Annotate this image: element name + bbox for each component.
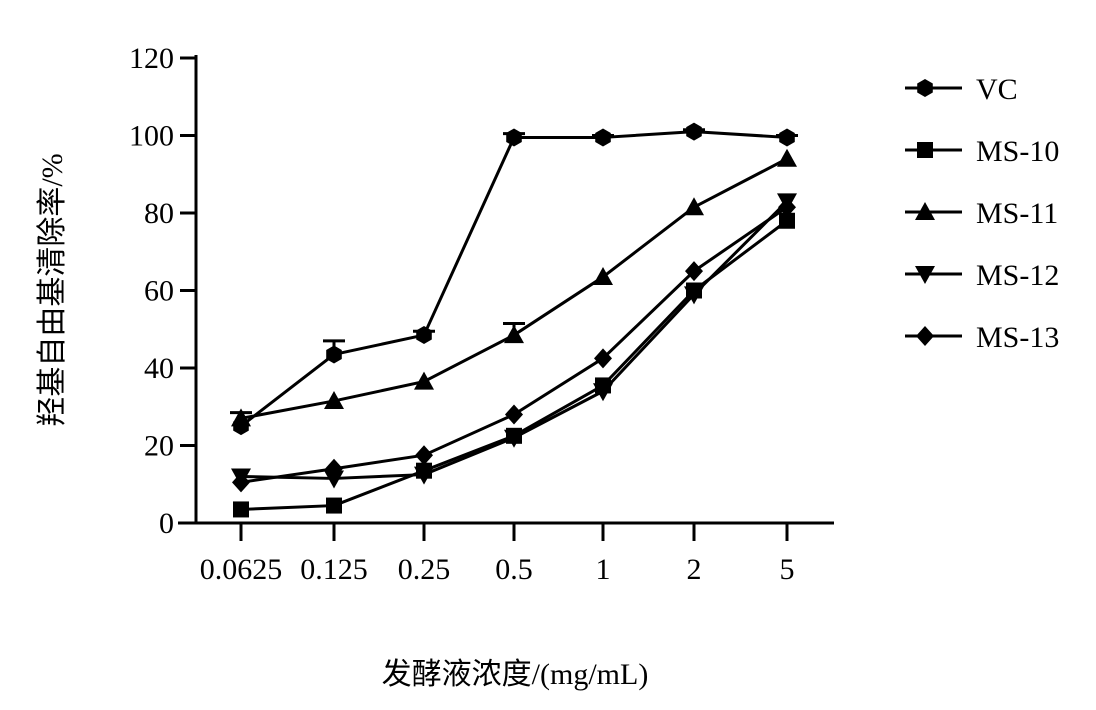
data-point <box>324 390 344 409</box>
legend-label: VC <box>976 73 1018 106</box>
legend-item: MS-10 <box>905 135 1059 168</box>
data-point <box>416 326 432 345</box>
data-point <box>324 470 344 489</box>
legend-marker <box>915 266 935 284</box>
data-point <box>326 497 342 514</box>
data-point <box>593 383 613 402</box>
data-point <box>414 466 434 485</box>
data-point <box>779 212 795 229</box>
series-ms-11 <box>231 148 797 427</box>
legend-item: VC <box>905 73 1018 106</box>
x-tick-label: 0.25 <box>398 553 451 586</box>
legend-label: MS-10 <box>976 135 1059 168</box>
y-tick-label: 100 <box>129 120 174 153</box>
y-ticks: 0 20 40 60 80 100 120 <box>129 42 196 540</box>
data-point <box>595 128 611 147</box>
x-ticks: 0.0625 0.125 0.25 0.5 1 2 5 <box>200 523 795 586</box>
data-point <box>504 429 524 448</box>
series-line <box>240 157 788 420</box>
data-point <box>504 325 524 344</box>
series-layer <box>230 122 798 518</box>
legend-item: MS-13 <box>905 321 1059 354</box>
x-tick-label: 0.5 <box>495 553 533 586</box>
y-tick-label: 20 <box>144 430 174 463</box>
x-tick-label: 0.125 <box>300 553 368 586</box>
y-tick-label: 80 <box>144 197 174 230</box>
data-point <box>233 501 249 518</box>
legend-marker <box>915 202 935 220</box>
x-tick-label: 2 <box>687 553 702 586</box>
data-point <box>415 445 433 466</box>
data-point <box>778 197 796 218</box>
y-tick-label: 60 <box>144 275 174 308</box>
legend-label: MS-11 <box>976 197 1058 230</box>
data-point <box>685 261 703 282</box>
legend-marker <box>916 326 934 346</box>
legend-item: MS-11 <box>905 197 1058 230</box>
series-ms-13 <box>232 197 796 493</box>
data-point <box>684 197 704 216</box>
y-tick-label: 0 <box>159 507 174 540</box>
legend-label: MS-12 <box>976 259 1059 292</box>
data-point <box>326 345 342 364</box>
data-point <box>593 266 613 285</box>
legend-marker <box>917 142 933 158</box>
x-tick-label: 5 <box>780 553 795 586</box>
x-tick-label: 0.0625 <box>200 553 283 586</box>
data-point <box>779 128 795 147</box>
axes <box>178 55 834 525</box>
data-point <box>684 286 704 305</box>
y-tick-label: 40 <box>144 352 174 385</box>
data-point <box>777 148 797 167</box>
y-axis-title: 羟基自由基清除率/% <box>36 153 69 426</box>
data-point <box>231 408 251 427</box>
series-line <box>240 130 788 428</box>
legend-label: MS-13 <box>976 321 1059 354</box>
legend-item: MS-12 <box>905 259 1059 292</box>
data-point <box>505 404 523 425</box>
y-tick-label: 120 <box>129 42 174 75</box>
x-tick-label: 1 <box>596 553 611 586</box>
data-point <box>232 472 250 493</box>
legend: VC MS-10 MS-11 MS-12 MS-13 <box>905 73 1059 354</box>
data-point <box>325 458 343 479</box>
series-vc <box>230 122 798 436</box>
data-point <box>686 122 702 141</box>
legend-marker <box>917 79 933 97</box>
x-axis-title: 发酵液浓度/(mg/mL) <box>382 658 649 691</box>
data-point <box>594 348 612 369</box>
data-point <box>414 371 434 390</box>
data-point <box>506 128 522 147</box>
